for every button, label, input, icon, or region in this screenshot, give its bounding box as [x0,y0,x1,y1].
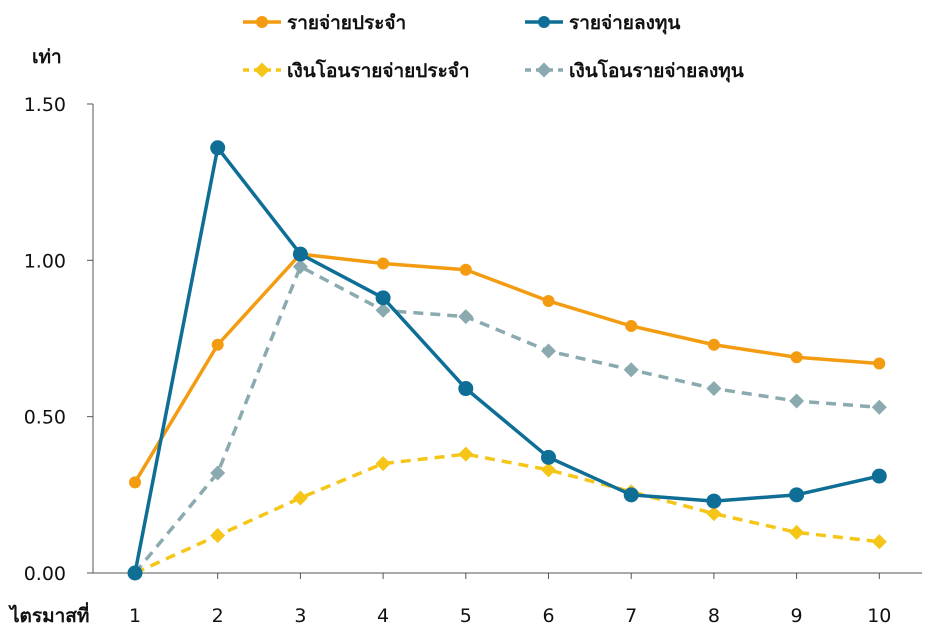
data-point [292,246,308,262]
data-point [210,140,226,156]
x-tick-label: 2 [212,605,224,627]
data-point [292,490,308,506]
series-layer [127,140,887,581]
data-point [211,338,224,351]
data-point [536,62,552,78]
series-line [133,146,880,574]
x-tick-label: 10 [867,605,891,627]
data-point [129,476,141,489]
data-point [541,343,556,359]
legend-item-2: รายจ่ายลงทุน [525,12,680,35]
x-tick-label: 9 [791,605,803,627]
y-tick-label: 1.50 [24,94,66,116]
data-point [375,290,391,306]
x-tick-label: 1 [129,605,141,627]
legend-item-1: รายจ่ายประจำ [243,12,406,34]
y-tick-label: 0.00 [24,563,66,585]
data-point [127,565,143,581]
x-tick-label: 3 [294,605,306,627]
legend-item-3: เงินโอนรายจ่ายประจำ [243,59,470,82]
data-point [210,527,226,543]
legend-label: เงินโอนรายจ่ายประจำ [287,59,470,82]
data-point [790,351,803,364]
x-tick-label: 7 [625,605,637,627]
x-axis-title: ไตรมาสที่ [8,602,89,627]
data-point [210,465,226,481]
axes: 0.00 0.50 1.00 1.50 1 2 3 4 5 6 7 8 9 10 [24,94,922,627]
data-point [789,487,805,503]
x-tick-label: 6 [542,605,554,627]
data-point [375,302,391,318]
x-tick-label: 8 [708,605,720,627]
series-line [133,252,880,484]
data-point [292,259,308,275]
legend-label: รายจ่ายประจำ [287,12,406,34]
series-2 [127,140,887,581]
data-point [542,294,555,307]
x-tick-label: 5 [460,605,472,627]
data-point [458,446,474,462]
data-point [706,381,722,397]
y-tick-label: 1.00 [24,250,66,272]
y-tick-label: 0.50 [24,407,66,429]
data-point [871,534,887,550]
legend-label: รายจ่ายลงทุน [569,12,680,35]
data-point [873,357,886,370]
data-point [377,257,390,270]
data-point [623,362,639,378]
data-point [871,468,887,484]
series-1 [129,248,886,489]
data-point [707,338,720,351]
data-point [706,493,722,509]
data-point [541,449,556,465]
series-line [134,452,880,575]
series-3 [127,446,887,581]
data-point [789,524,805,540]
data-point [458,309,474,325]
data-point [538,16,550,28]
data-point [458,381,474,397]
data-point [541,462,556,478]
data-point [256,16,268,28]
data-point [623,487,639,503]
data-point [871,399,887,415]
data-point [459,263,472,276]
data-point [375,456,391,472]
data-point [789,393,805,409]
legend-label: เงินโอนรายจ่ายลงทุน [569,59,744,83]
data-point [706,506,722,522]
y-axis-title: เท่า [32,46,62,68]
legend-item-4: เงินโอนรายจ่ายลงทุน [525,59,744,83]
legend: รายจ่ายประจำ รายจ่ายลงทุนเงินโอนรายจ่ายปร… [243,12,744,83]
data-point [254,62,270,78]
x-tick-label: 4 [377,605,389,627]
series-4 [127,259,887,581]
series-line [133,264,880,575]
data-point [625,319,638,332]
